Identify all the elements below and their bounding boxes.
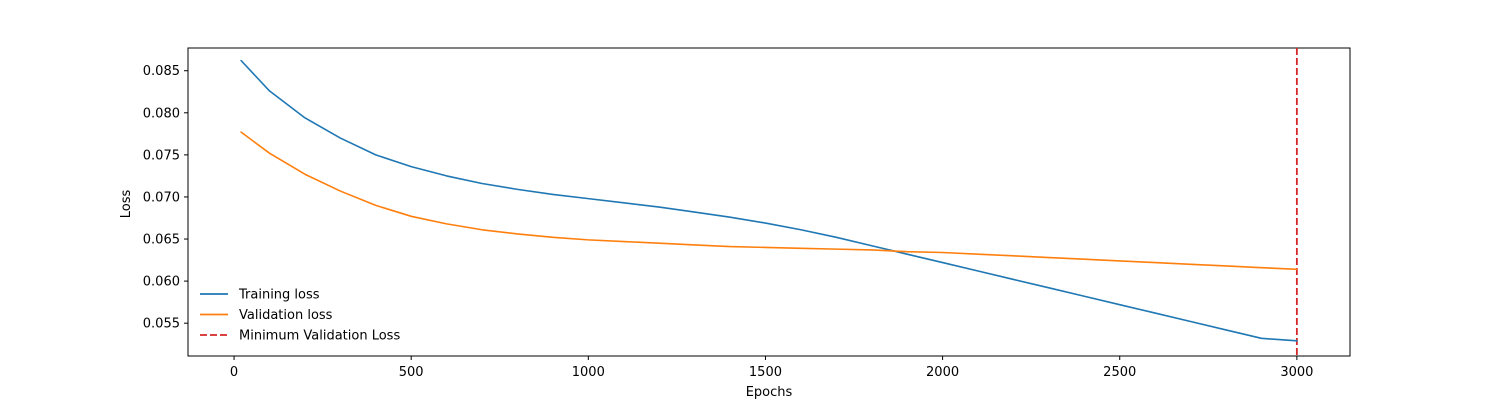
x-axis-label: Epochs [746, 385, 793, 400]
training-loss-line [240, 59, 1298, 342]
legend-label: Minimum Validation Loss [239, 329, 400, 344]
x-tick-label: 2500 [1103, 365, 1136, 380]
y-tick-label: 0.070 [143, 190, 180, 205]
y-axis-label: Loss [119, 190, 134, 219]
x-tick-label: 2000 [926, 365, 959, 380]
series-layer [240, 59, 1298, 342]
plot-area [187, 47, 1351, 357]
x-tick-label: 0 [230, 365, 238, 380]
legend-label: Training loss [238, 288, 320, 303]
y-tick-label: 0.065 [143, 233, 180, 248]
y-tick-label: 0.055 [143, 317, 180, 332]
y-axis-ticks: 0.055 0.060 0.065 0.070 0.075 0.080 0.085 [143, 64, 188, 332]
legend-label: Validation loss [239, 308, 333, 323]
y-tick-label: 0.075 [143, 148, 180, 163]
y-tick-label: 0.060 [143, 275, 180, 290]
y-tick-label: 0.080 [143, 106, 180, 121]
x-axis-ticks: 0 500 1000 1500 2000 2500 3000 [230, 356, 1313, 380]
y-tick-label: 0.085 [143, 64, 180, 79]
x-tick-label: 1000 [572, 365, 605, 380]
x-tick-label: 3000 [1280, 365, 1313, 380]
x-tick-label: 500 [399, 365, 424, 380]
plot-frame [187, 47, 1351, 357]
validation-loss-line [240, 131, 1298, 271]
legend: Training loss Validation loss Minimum Vali… [200, 288, 400, 344]
x-tick-label: 1500 [749, 365, 782, 380]
